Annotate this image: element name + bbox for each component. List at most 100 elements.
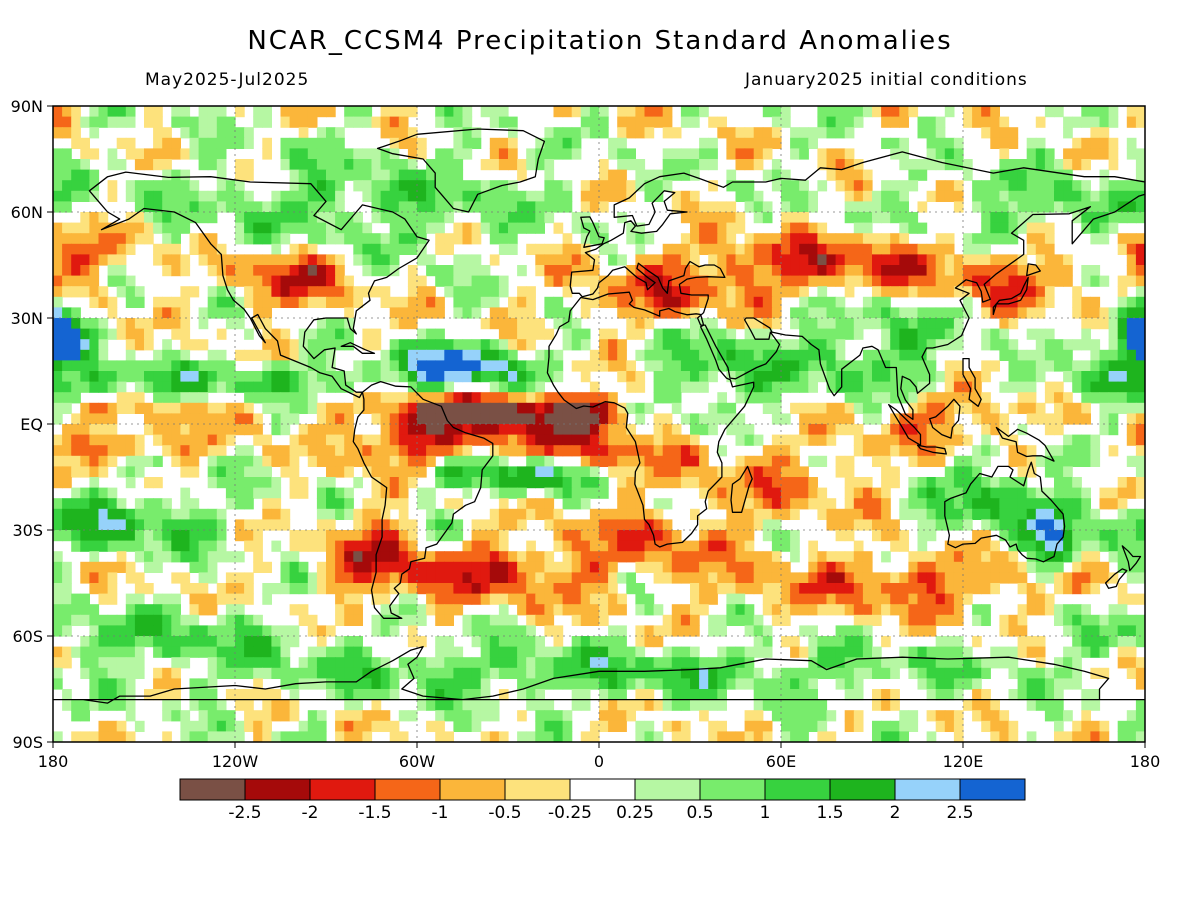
anomaly-cell: [98, 328, 109, 340]
anomaly-cell: [1035, 498, 1046, 510]
anomaly-cell: [98, 243, 109, 255]
anomaly-cell: [326, 508, 336, 520]
anomaly-cell: [1072, 455, 1082, 467]
anomaly-cell: [326, 572, 336, 584]
anomaly-cell: [535, 137, 545, 149]
anomaly-cell: [999, 318, 1010, 330]
anomaly-cell: [144, 689, 154, 701]
anomaly-cell: [981, 583, 991, 595]
anomaly-cell: [1117, 625, 1128, 637]
anomaly-cell: [71, 540, 81, 552]
anomaly-cell: [881, 212, 891, 224]
anomaly-cell: [298, 561, 309, 573]
anomaly-cell: [180, 296, 191, 308]
anomaly-cell: [362, 371, 373, 383]
anomaly-cell: [344, 371, 354, 383]
anomaly-cell: [844, 243, 855, 255]
anomaly-cell: [717, 392, 727, 404]
anomaly-cell: [344, 402, 354, 414]
anomaly-cell: [289, 254, 300, 266]
anomaly-cell: [671, 127, 682, 139]
anomaly-cell: [407, 392, 418, 404]
anomaly-cell: [307, 201, 318, 213]
anomaly-cell: [671, 477, 682, 489]
anomaly-cell: [653, 477, 664, 489]
anomaly-cell: [517, 265, 527, 277]
anomaly-cell: [134, 318, 145, 330]
anomaly-cell: [753, 508, 764, 520]
anomaly-cell: [198, 424, 209, 436]
anomaly-cell: [735, 530, 746, 542]
anomaly-cell: [489, 519, 500, 531]
anomaly-cell: [881, 116, 891, 128]
anomaly-cell: [216, 349, 227, 361]
anomaly-cell: [153, 392, 163, 404]
anomaly-cell: [644, 434, 655, 446]
anomaly-cell: [690, 349, 700, 361]
anomaly-cell: [398, 169, 409, 181]
anomaly-cell: [599, 159, 609, 171]
anomaly-cell: [771, 540, 782, 552]
anomaly-cell: [826, 328, 837, 340]
anomaly-cell: [771, 349, 782, 361]
anomaly-cell: [426, 190, 436, 202]
anomaly-cell: [89, 296, 100, 308]
anomaly-cell: [1017, 169, 1028, 181]
anomaly-cell: [972, 190, 982, 202]
anomaly-cell: [435, 371, 445, 383]
anomaly-cell: [599, 551, 609, 563]
anomaly-cell: [453, 286, 464, 298]
anomaly-cell: [353, 614, 363, 626]
anomaly-cell: [653, 508, 664, 520]
anomaly-cell: [690, 614, 700, 626]
anomaly-cell: [417, 275, 427, 287]
anomaly-cell: [316, 487, 327, 499]
anomaly-cell: [1026, 360, 1037, 372]
anomaly-cell: [262, 498, 272, 510]
anomaly-cell: [835, 180, 846, 192]
anomaly-cell: [617, 667, 627, 679]
anomaly-cell: [316, 275, 327, 287]
anomaly-cell: [562, 477, 573, 489]
anomaly-cell: [89, 254, 100, 266]
anomaly-cell: [872, 657, 882, 669]
anomaly-cell: [335, 678, 345, 690]
anomaly-cell: [626, 657, 636, 669]
anomaly-cell: [153, 307, 163, 319]
anomaly-cell: [526, 328, 536, 340]
anomaly-cell: [890, 212, 900, 224]
anomaly-cell: [189, 593, 200, 605]
anomaly-cell: [553, 222, 564, 234]
anomaly-cell: [1017, 508, 1028, 520]
anomaly-cell: [935, 328, 946, 340]
anomaly-cell: [380, 413, 391, 425]
anomaly-cell: [1126, 540, 1137, 552]
anomaly-cell: [808, 424, 818, 436]
anomaly-cell: [680, 190, 691, 202]
anomaly-cell: [571, 339, 582, 351]
anomaly-cell: [71, 508, 81, 520]
anomaly-cell: [899, 614, 909, 626]
anomaly-cell: [662, 360, 673, 372]
anomaly-cell: [235, 625, 245, 637]
anomaly-cell: [180, 413, 191, 425]
anomaly-cell: [316, 636, 327, 648]
anomaly-cell: [144, 381, 154, 393]
anomaly-cell: [708, 328, 718, 340]
anomaly-cell: [362, 551, 373, 563]
anomaly-cell: [380, 265, 391, 277]
anomaly-cell: [726, 148, 737, 160]
anomaly-cell: [71, 445, 81, 457]
anomaly-cell: [817, 222, 828, 234]
anomaly-cell: [435, 508, 445, 520]
anomaly-cell: [844, 625, 855, 637]
anomaly-cell: [1072, 625, 1082, 637]
anomaly-cell: [144, 530, 154, 542]
anomaly-cell: [771, 561, 782, 573]
anomaly-cell: [389, 265, 400, 277]
anomaly-cell: [335, 636, 345, 648]
anomaly-cell: [926, 402, 937, 414]
anomaly-cell: [917, 604, 928, 616]
anomaly-cell: [398, 445, 409, 457]
anomaly-cell: [690, 667, 700, 679]
